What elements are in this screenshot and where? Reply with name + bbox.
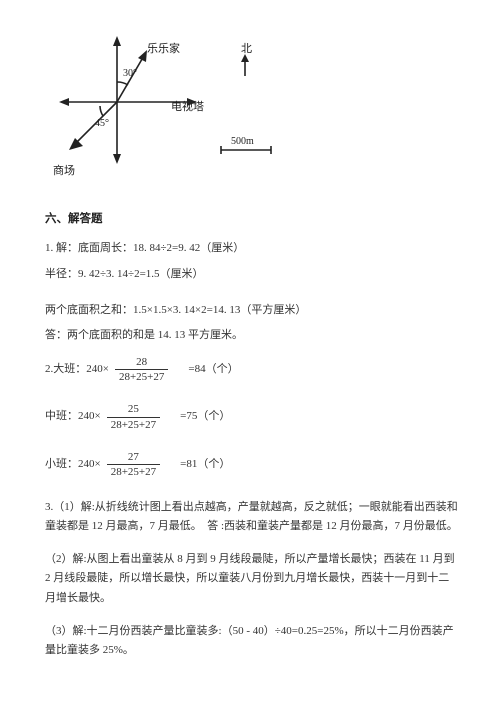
- q2-small-num: 27: [107, 450, 160, 465]
- q2-mid-lead: 中班：240×: [45, 408, 101, 426]
- q2-big-num: 28: [115, 355, 168, 370]
- q2-mid-row: 中班：240× 25 28+25+27 =75（个）: [45, 402, 460, 432]
- direction-diagram: 乐乐家 电视塔 商场 30° 45° 北 500m: [45, 30, 295, 190]
- q2-big-eq: =84（个）: [188, 361, 238, 379]
- q2-big-frac: 28 28+25+27: [115, 355, 168, 385]
- q2-big-den: 28+25+27: [115, 370, 168, 384]
- q2-mid-eq: =75（个）: [180, 408, 230, 426]
- q2-big-lead: 2.大班：240×: [45, 361, 109, 379]
- q1-line1: 1. 解：底面周长：18. 84÷2=9. 42（厘米）: [45, 240, 460, 258]
- label-scale: 500m: [231, 136, 254, 147]
- q2-mid-den: 28+25+27: [107, 418, 160, 432]
- q2-small-eq: =81（个）: [180, 456, 230, 474]
- page: 乐乐家 电视塔 商场 30° 45° 北 500m 六、解答题 1. 解：底面周…: [0, 0, 500, 694]
- q3-p3: （3）解:十二月份西装产量比童装多:（50 - 40）÷40=0.25=25%，…: [45, 622, 460, 661]
- label-angle1: 30°: [123, 68, 137, 79]
- q3-p2: （2）解:从图上看出童装从 8 月到 9 月线段最陡，所以产量增长最快；西装在 …: [45, 550, 460, 608]
- q1-line3: 两个底面积之和：1.5×1.5×3. 14×2=14. 13（平方厘米）: [45, 302, 460, 320]
- q2-mid-frac: 25 28+25+27: [107, 402, 160, 432]
- q2-mid-num: 25: [107, 402, 160, 417]
- label-tower: 电视塔: [171, 99, 204, 113]
- q2-small-den: 28+25+27: [107, 465, 160, 479]
- q2-small-lead: 小班：240×: [45, 456, 101, 474]
- label-home: 乐乐家: [147, 41, 180, 55]
- diagram-svg: 乐乐家 电视塔 商场 30° 45° 北 500m: [45, 30, 305, 190]
- q2-big-row: 2.大班：240× 28 28+25+27 =84（个）: [45, 355, 460, 385]
- q2-small-frac: 27 28+25+27: [107, 450, 160, 480]
- q3-p1: 3.（1）解:从折线统计图上看出点越高，产量就越高，反之就低；一眼就能看出西装和…: [45, 498, 460, 537]
- q1-line2: 半径：9. 42÷3. 14÷2=1.5（厘米）: [45, 266, 460, 284]
- label-north: 北: [241, 42, 252, 55]
- q1-line4: 答：两个底面积的和是 14. 13 平方厘米。: [45, 327, 460, 345]
- section-title: 六、解答题: [45, 210, 460, 228]
- label-mall: 商场: [53, 163, 75, 177]
- q2-small-row: 小班：240× 27 28+25+27 =81（个）: [45, 450, 460, 480]
- label-angle2: 45°: [95, 118, 109, 129]
